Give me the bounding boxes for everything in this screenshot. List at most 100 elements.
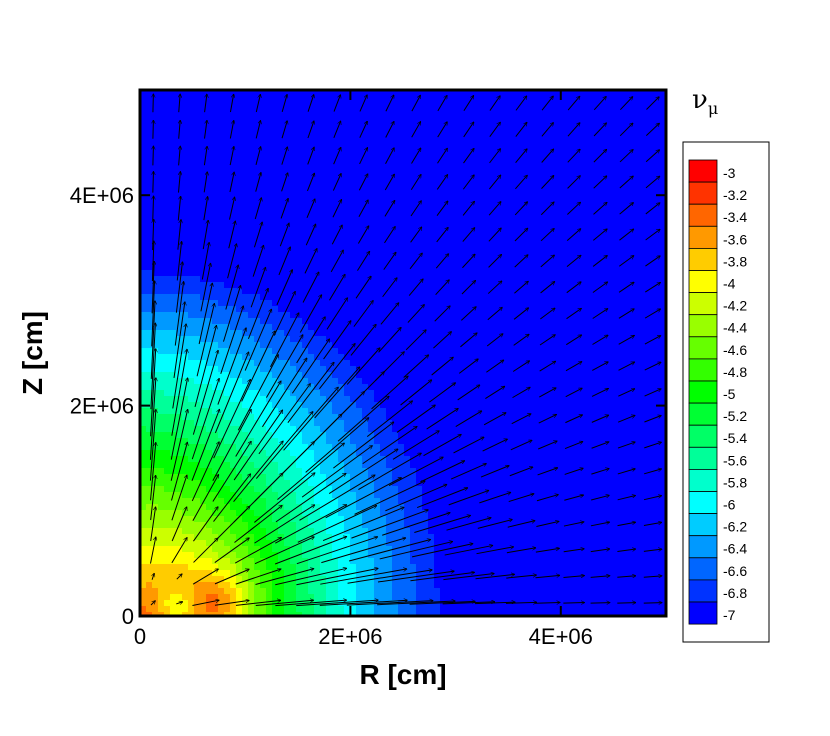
contour-cell bbox=[530, 156, 537, 163]
contour-cell bbox=[440, 228, 447, 235]
contour-cell bbox=[284, 228, 291, 235]
contour-cell bbox=[284, 390, 291, 397]
contour-cell bbox=[554, 168, 561, 175]
contour-cell bbox=[632, 168, 639, 175]
contour-cell bbox=[638, 372, 645, 379]
contour-cell bbox=[398, 414, 405, 421]
contour-cell bbox=[218, 366, 225, 373]
contour-cell bbox=[566, 372, 573, 379]
contour-cell bbox=[572, 162, 579, 169]
contour-cell bbox=[596, 330, 603, 337]
contour-cell bbox=[524, 126, 531, 133]
contour-cell bbox=[536, 360, 543, 367]
contour-cell bbox=[416, 276, 423, 283]
contour-cell bbox=[440, 174, 447, 181]
contour-cell bbox=[320, 186, 327, 193]
contour-cell bbox=[650, 300, 657, 307]
contour-cell bbox=[206, 384, 213, 391]
contour-cell bbox=[644, 336, 651, 343]
contour-cell bbox=[644, 390, 651, 397]
contour-cell bbox=[212, 180, 219, 187]
contour-cell bbox=[284, 138, 291, 145]
contour-cell bbox=[422, 222, 429, 229]
contour-cell bbox=[632, 282, 639, 289]
contour-cell bbox=[638, 156, 645, 163]
contour-cell bbox=[356, 180, 363, 187]
contour-cell bbox=[206, 198, 213, 205]
contour-cell bbox=[428, 174, 435, 181]
contour-cell bbox=[344, 300, 351, 307]
contour-cell bbox=[536, 378, 543, 385]
contour-cell bbox=[200, 336, 207, 343]
contour-cell bbox=[314, 186, 321, 193]
contour-cell bbox=[200, 306, 207, 313]
contour-cell bbox=[218, 198, 225, 205]
contour-cell bbox=[218, 216, 225, 223]
contour-cell bbox=[314, 288, 321, 295]
contour-cell bbox=[536, 336, 543, 343]
contour-cell bbox=[320, 348, 327, 355]
contour-cell bbox=[506, 204, 513, 211]
contour-cell bbox=[632, 384, 639, 391]
contour-cell bbox=[356, 348, 363, 355]
contour-cell bbox=[662, 354, 666, 361]
contour-cell bbox=[326, 390, 333, 397]
contour-cell bbox=[230, 390, 237, 397]
contour-cell bbox=[662, 258, 666, 265]
contour-cell bbox=[266, 258, 273, 265]
contour-cell bbox=[566, 114, 573, 121]
contour-cell bbox=[194, 126, 201, 133]
contour-cell bbox=[422, 342, 429, 349]
contour-cell bbox=[434, 132, 441, 139]
contour-cell bbox=[236, 102, 243, 109]
contour-cell bbox=[140, 96, 147, 103]
contour-cell bbox=[524, 378, 531, 385]
contour-cell bbox=[446, 240, 453, 247]
contour-cell bbox=[452, 324, 459, 331]
contour-cell bbox=[566, 222, 573, 229]
contour-cell bbox=[212, 120, 219, 127]
contour-cell bbox=[404, 114, 411, 121]
contour-cell bbox=[392, 390, 399, 397]
contour-cell bbox=[380, 108, 387, 115]
contour-cell bbox=[386, 216, 393, 223]
contour-cell bbox=[164, 426, 171, 433]
contour-cell bbox=[284, 174, 291, 181]
contour-cell bbox=[182, 156, 189, 163]
contour-cell bbox=[518, 354, 525, 361]
contour-cell bbox=[368, 420, 375, 427]
contour-cell bbox=[344, 342, 351, 349]
contour-cell bbox=[164, 408, 171, 415]
contour-cell bbox=[140, 258, 147, 265]
contour-cell bbox=[296, 288, 303, 295]
contour-cell bbox=[410, 192, 417, 199]
contour-cell bbox=[188, 252, 195, 259]
contour-cell bbox=[188, 336, 195, 343]
contour-cell bbox=[374, 108, 381, 115]
contour-cell bbox=[584, 120, 591, 127]
contour-cell bbox=[350, 228, 357, 235]
contour-cell bbox=[530, 354, 537, 361]
contour-cell bbox=[596, 168, 603, 175]
contour-cell bbox=[422, 114, 429, 121]
contour-cell bbox=[512, 252, 519, 259]
contour-cell bbox=[650, 156, 657, 163]
contour-cell bbox=[284, 180, 291, 187]
contour-cell bbox=[152, 282, 159, 289]
contour-cell bbox=[140, 210, 147, 217]
contour-cell bbox=[542, 396, 549, 403]
contour-cell bbox=[614, 150, 621, 157]
contour-cell bbox=[332, 372, 339, 379]
contour-cell bbox=[218, 294, 225, 301]
contour-cell bbox=[398, 390, 405, 397]
contour-cell bbox=[548, 294, 555, 301]
contour-cell bbox=[410, 102, 417, 109]
contour-cell bbox=[254, 258, 261, 265]
contour-cell bbox=[440, 102, 447, 109]
contour-cell bbox=[638, 270, 645, 277]
contour-cell bbox=[536, 174, 543, 181]
contour-cell bbox=[542, 336, 549, 343]
contour-cell bbox=[350, 204, 357, 211]
contour-cell bbox=[188, 234, 195, 241]
contour-cell bbox=[170, 312, 177, 319]
